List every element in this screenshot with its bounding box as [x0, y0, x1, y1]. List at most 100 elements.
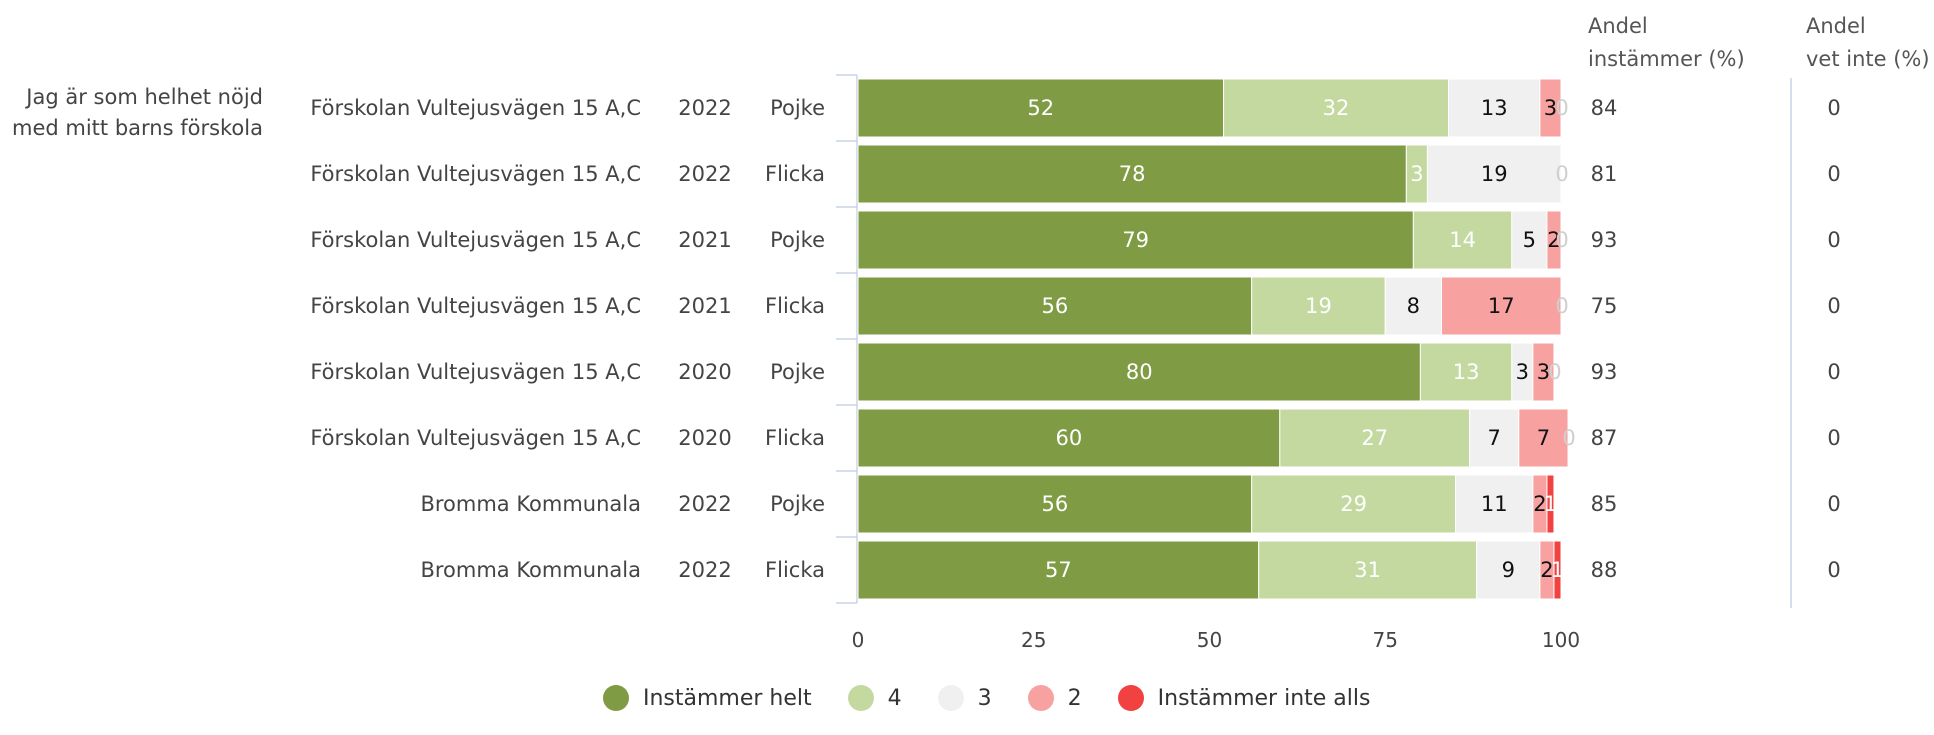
row-unit-label: Förskolan Vultejusvägen 15 A,C	[310, 426, 641, 450]
row-unit-label: Förskolan Vultejusvägen 15 A,C	[310, 96, 641, 120]
bar-segment-3	[1546, 210, 1562, 270]
bar-segment-0	[857, 474, 1253, 534]
bar-segment-2	[1511, 210, 1548, 270]
bar-segment-3	[1518, 408, 1569, 468]
bar-data-label: 13	[1481, 96, 1508, 120]
bar-segment-3	[1539, 78, 1562, 138]
andel-instammer-value: 84	[1591, 96, 1618, 120]
legend-label: Instämmer inte alls	[1157, 685, 1371, 711]
row-unit-label: Bromma Kommunala	[420, 558, 641, 582]
row-gender-label: Pojke	[770, 96, 825, 120]
bar-data-label: 11	[1481, 492, 1508, 516]
bar-data-label: 5	[1523, 228, 1536, 252]
legend-swatch	[1117, 685, 1144, 711]
bar-data-label: 52	[1027, 96, 1054, 120]
legend-item: 2	[1027, 685, 1082, 711]
bar-segment-0	[857, 408, 1281, 468]
row-year-label: 2021	[678, 228, 731, 252]
bar-segment-2	[1455, 474, 1534, 534]
legend-label: 4	[887, 685, 902, 711]
bar-data-label: 2	[1547, 228, 1560, 252]
andel-vet-inte-value: 0	[1827, 426, 1840, 450]
bar-segment-0	[857, 276, 1253, 336]
andel-vet-inte-value: 0	[1827, 96, 1840, 120]
andel-instammer-value: 81	[1591, 162, 1618, 186]
row-year-label: 2022	[678, 162, 731, 186]
andel-vet-inte-value: 0	[1827, 492, 1840, 516]
bar-segment-0	[857, 540, 1260, 600]
row-year-label: 2022	[678, 96, 731, 120]
bar-data-label: 8	[1407, 294, 1420, 318]
bar-segment-3	[1440, 276, 1562, 336]
bar-segment-2	[1469, 408, 1520, 468]
legend-item: Instämmer helt	[603, 685, 812, 711]
x-tick-label: 25	[1021, 628, 1046, 652]
bar-segment-1	[1279, 408, 1471, 468]
legend: Instämmer helt 4 3 2 Instämmer inte alls	[0, 685, 1934, 735]
bar-segment-0	[857, 78, 1225, 138]
bar-data-label: 19	[1305, 294, 1332, 318]
legend-item: 4	[847, 685, 902, 711]
bar-data-label: 3	[1516, 360, 1529, 384]
x-tick-label: 0	[852, 628, 865, 652]
row-year-label: 2022	[678, 492, 731, 516]
andel-instammer-value: 93	[1591, 360, 1618, 384]
bar-data-label: 0	[1555, 162, 1568, 186]
bar-data-label: 31	[1354, 558, 1381, 582]
bar-data-label: 60	[1056, 426, 1083, 450]
bar-data-label: 56	[1041, 492, 1068, 516]
bar-data-label: 0	[1548, 360, 1561, 384]
andel-vet-inte-value: 0	[1827, 228, 1840, 252]
x-tick-label: 100	[1542, 628, 1580, 652]
legend-item: Instämmer inte alls	[1117, 685, 1371, 711]
bar-data-label: 7	[1488, 426, 1501, 450]
bar-data-label: 0	[1555, 96, 1568, 120]
row-unit-label: Förskolan Vultejusvägen 15 A,C	[310, 228, 641, 252]
bar-data-label: 3	[1410, 162, 1423, 186]
row-gender-label: Pojke	[770, 492, 825, 516]
legend-swatch	[603, 685, 629, 711]
bar-data-label: 80	[1126, 360, 1153, 384]
bar-segment-1	[1251, 474, 1457, 534]
bar-segment-1	[1419, 342, 1513, 402]
row-gender-label: Flicka	[765, 426, 825, 450]
row-year-label: 2021	[678, 294, 731, 318]
bar-data-label: 2	[1533, 492, 1546, 516]
andel-vet-inte-value: 0	[1827, 294, 1840, 318]
legend-item: 3	[937, 685, 992, 711]
row-unit-label: Förskolan Vultejusvägen 15 A,C	[310, 162, 641, 186]
andel-instammer-value: 88	[1591, 558, 1618, 582]
legend-swatch	[937, 685, 964, 711]
bar-data-label: 13	[1453, 360, 1480, 384]
andel-vet-inte-value: 0	[1827, 360, 1840, 384]
bar-data-label: 79	[1122, 228, 1149, 252]
row-year-label: 2022	[678, 558, 731, 582]
row-gender-label: Flicka	[765, 558, 825, 582]
row-gender-label: Pojke	[770, 360, 825, 384]
bar-data-label: 57	[1045, 558, 1072, 582]
bar-segment-2	[1426, 144, 1562, 204]
header-andel-instammer-line1: Andel	[1588, 14, 1648, 38]
bar-segment-4	[1553, 540, 1562, 600]
bar-data-label: 1	[1551, 558, 1564, 582]
bar-segment-1	[1223, 78, 1450, 138]
bar-segment-1	[1258, 540, 1478, 600]
row-unit-label: Förskolan Vultejusvägen 15 A,C	[310, 294, 641, 318]
bar-segment-0	[857, 210, 1414, 270]
bar-segment-3	[1532, 342, 1555, 402]
bar-data-label: 32	[1323, 96, 1350, 120]
question-label-line-2: med mitt barns förskola	[12, 116, 263, 140]
bar-data-label: 2	[1540, 558, 1553, 582]
bar-data-label: 1	[1544, 492, 1557, 516]
row-year-label: 2020	[678, 360, 731, 384]
bar-data-label: 78	[1119, 162, 1146, 186]
bar-data-label: 0	[1562, 426, 1575, 450]
andel-vet-inte-value: 0	[1827, 162, 1840, 186]
row-year-label: 2020	[678, 426, 731, 450]
legend-swatch	[847, 685, 874, 711]
row-gender-label: Flicka	[765, 162, 825, 186]
row-gender-label: Pojke	[770, 228, 825, 252]
legend-label: 3	[977, 685, 992, 711]
bar-data-label: 7	[1537, 426, 1550, 450]
